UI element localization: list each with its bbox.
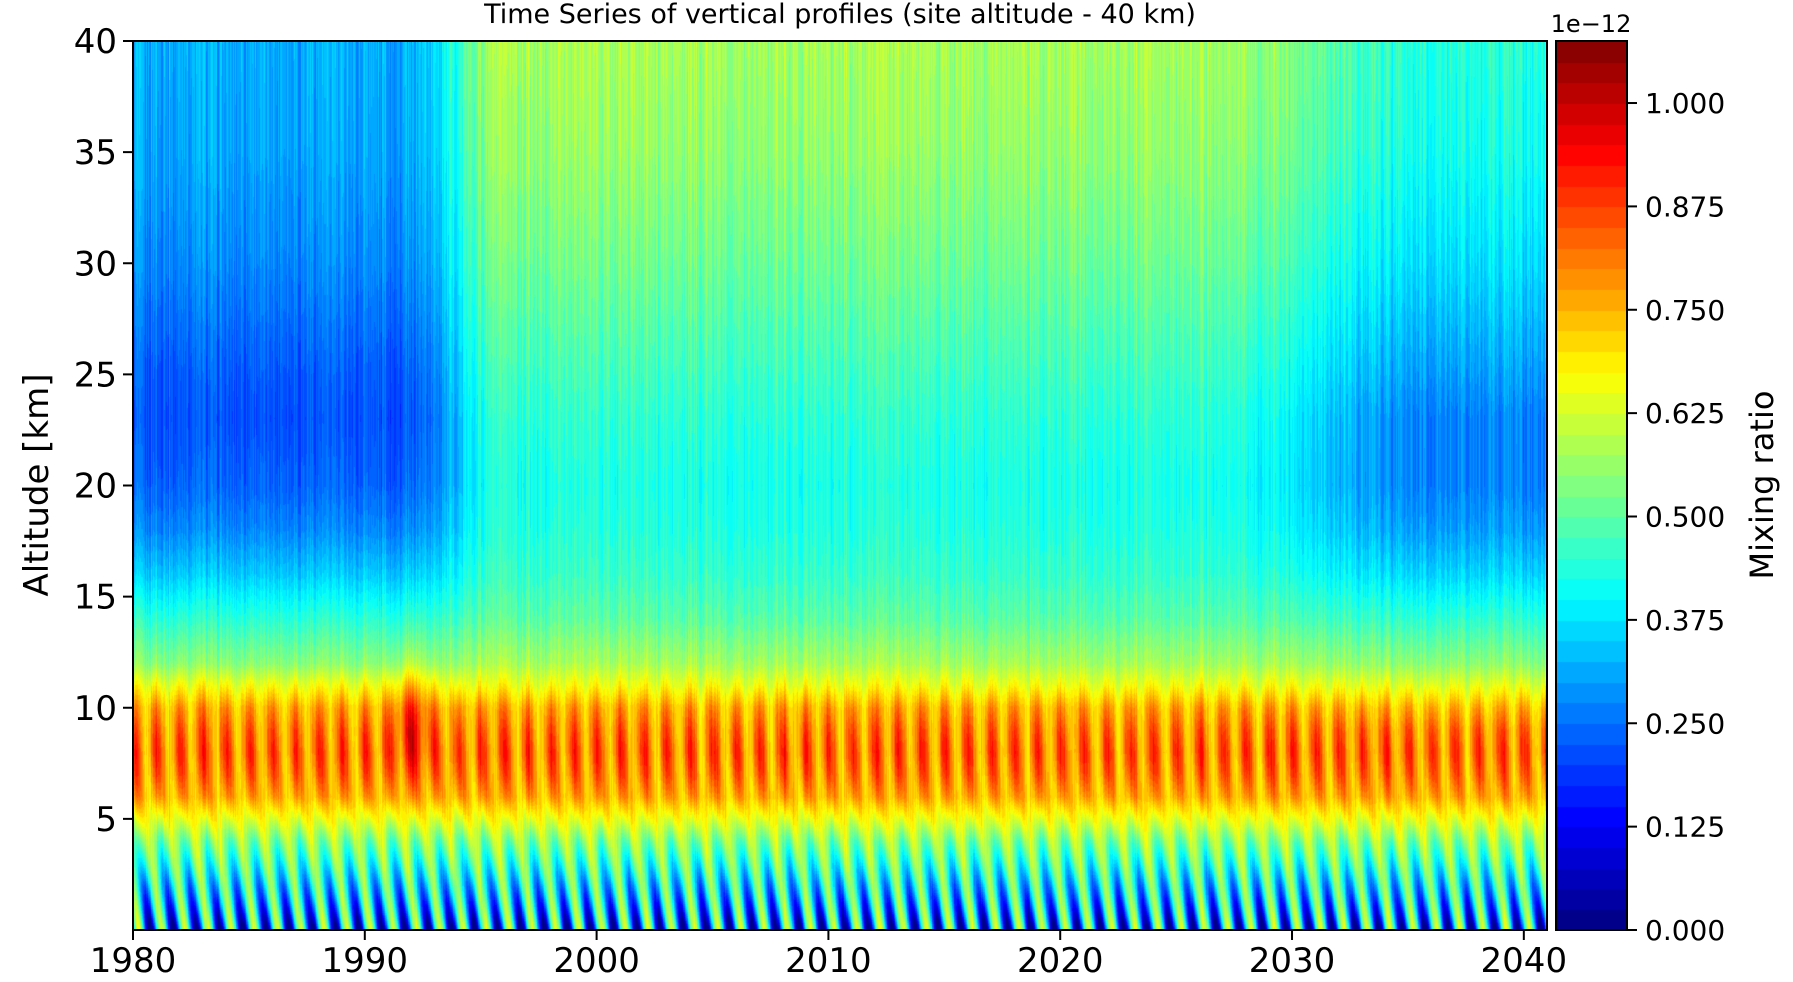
colorbar-tick-label: 0.125 (1645, 811, 1725, 844)
colorbar-frame (1555, 40, 1628, 931)
y-tick-label: 25 (74, 355, 117, 395)
y-tick-label: 5 (95, 800, 117, 840)
y-axis: 5 10 15 20 25 30 35 40 (74, 22, 133, 840)
colorbar-tick-label: 0.875 (1645, 190, 1725, 223)
colorbar-tick-label: 0.000 (1645, 914, 1725, 947)
x-axis: 1980 1990 2000 2010 2020 2030 2040 (90, 930, 1567, 981)
heatmap-plot-area (133, 41, 1547, 930)
chart-title: Time Series of vertical profiles (site a… (483, 0, 1196, 30)
y-axis-label: Altitude [km] (17, 373, 57, 596)
colorbar-offset-text: 1e−12 (1551, 10, 1632, 38)
x-tick-label: 2000 (553, 941, 640, 981)
x-tick-label: 2010 (785, 941, 872, 981)
colorbar-gradient (1556, 41, 1627, 930)
y-tick-label: 10 (74, 689, 117, 729)
colorbar-tick-label: 0.500 (1645, 501, 1725, 534)
colorbar-label: Mixing ratio (1743, 391, 1781, 580)
colorbar-axis: 0.000 0.125 0.250 0.375 0.500 0.625 0.750 0.875… (1627, 87, 1725, 947)
colorbar-tick-label: 0.375 (1645, 604, 1725, 637)
y-tick-label: 40 (74, 22, 117, 62)
x-tick-label: 2040 (1481, 941, 1568, 981)
x-tick-label: 2020 (1017, 941, 1104, 981)
colorbar-tick-label: 0.750 (1645, 294, 1725, 327)
y-tick-label: 15 (74, 578, 117, 618)
colorbar-tick-label: 0.625 (1645, 397, 1725, 430)
y-tick-label: 30 (74, 244, 117, 284)
x-tick-label: 1990 (322, 941, 409, 981)
x-tick-label: 1980 (90, 941, 177, 981)
x-tick-label: 2030 (1249, 941, 1336, 981)
y-tick-label: 20 (74, 467, 117, 507)
plot-frame (132, 40, 1548, 931)
y-tick-label: 35 (74, 133, 117, 173)
colorbar-tick-label: 0.250 (1645, 707, 1725, 740)
colorbar-tick-label: 1.000 (1645, 87, 1725, 120)
